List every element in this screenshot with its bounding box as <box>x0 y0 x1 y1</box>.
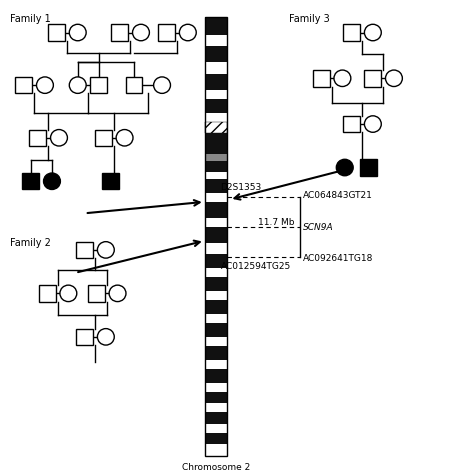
Bar <box>76 242 93 258</box>
Bar <box>48 24 65 41</box>
Bar <box>29 129 46 146</box>
Text: AC012594TG25: AC012594TG25 <box>220 262 291 271</box>
Bar <box>205 314 227 323</box>
Circle shape <box>69 77 86 93</box>
Bar <box>88 285 105 301</box>
Bar <box>205 62 227 74</box>
Circle shape <box>365 24 381 41</box>
Circle shape <box>51 129 67 146</box>
Bar <box>39 285 56 301</box>
Circle shape <box>385 70 402 87</box>
Circle shape <box>334 70 351 87</box>
Bar <box>102 173 119 190</box>
Bar <box>205 291 227 300</box>
Circle shape <box>179 24 196 41</box>
Bar <box>205 403 227 412</box>
Circle shape <box>44 173 60 190</box>
Circle shape <box>109 285 126 301</box>
Circle shape <box>116 129 133 146</box>
Bar <box>126 77 142 93</box>
Text: SCN9A: SCN9A <box>302 222 333 231</box>
Bar <box>205 17 227 35</box>
Bar <box>205 300 227 314</box>
Bar <box>205 218 227 227</box>
Bar <box>205 445 227 456</box>
Bar <box>205 113 227 122</box>
Text: AC092641TG18: AC092641TG18 <box>302 254 373 263</box>
Bar <box>205 193 227 202</box>
Bar <box>205 74 227 90</box>
Bar <box>205 172 227 179</box>
Text: Family 3: Family 3 <box>289 14 329 24</box>
Text: Family 1: Family 1 <box>10 14 51 24</box>
Bar <box>205 424 227 433</box>
Bar <box>343 116 360 132</box>
Text: AC064843GT21: AC064843GT21 <box>302 191 373 201</box>
Bar <box>205 383 227 392</box>
Bar <box>158 24 175 41</box>
Circle shape <box>365 116 381 132</box>
Bar <box>22 173 39 190</box>
Bar <box>205 202 227 218</box>
Bar <box>205 133 227 145</box>
Bar <box>205 392 227 403</box>
Bar <box>205 337 227 346</box>
Bar <box>205 369 227 383</box>
Circle shape <box>337 159 353 176</box>
Bar <box>205 243 227 255</box>
Circle shape <box>97 242 114 258</box>
Circle shape <box>36 77 54 93</box>
Bar <box>91 77 107 93</box>
Bar <box>205 154 227 161</box>
Bar <box>205 323 227 337</box>
Circle shape <box>133 24 149 41</box>
Circle shape <box>69 24 86 41</box>
Bar <box>205 99 227 113</box>
Bar <box>205 35 227 46</box>
Bar <box>205 179 227 193</box>
Bar <box>205 17 227 456</box>
Bar <box>205 277 227 291</box>
Bar <box>76 328 93 345</box>
Bar <box>205 90 227 99</box>
Circle shape <box>97 328 114 345</box>
Text: Chromosome 2: Chromosome 2 <box>182 463 250 472</box>
Bar <box>205 227 227 243</box>
Bar <box>313 70 330 87</box>
Bar <box>205 145 227 154</box>
Bar <box>343 24 360 41</box>
Circle shape <box>154 77 171 93</box>
Bar <box>205 122 227 133</box>
Bar <box>205 46 227 62</box>
Bar <box>16 77 32 93</box>
Bar <box>205 346 227 360</box>
Text: 11.7 Mb: 11.7 Mb <box>258 218 294 227</box>
Text: Family 2: Family 2 <box>10 238 51 248</box>
Bar <box>111 24 128 41</box>
Bar <box>205 360 227 369</box>
Bar <box>205 412 227 424</box>
Bar <box>365 70 381 87</box>
Bar <box>95 129 112 146</box>
Bar <box>205 433 227 445</box>
Text: D2S1353: D2S1353 <box>220 183 262 192</box>
Bar <box>205 255 227 268</box>
Circle shape <box>60 285 77 301</box>
Bar <box>360 159 377 176</box>
Bar <box>205 161 227 172</box>
Bar <box>205 268 227 277</box>
